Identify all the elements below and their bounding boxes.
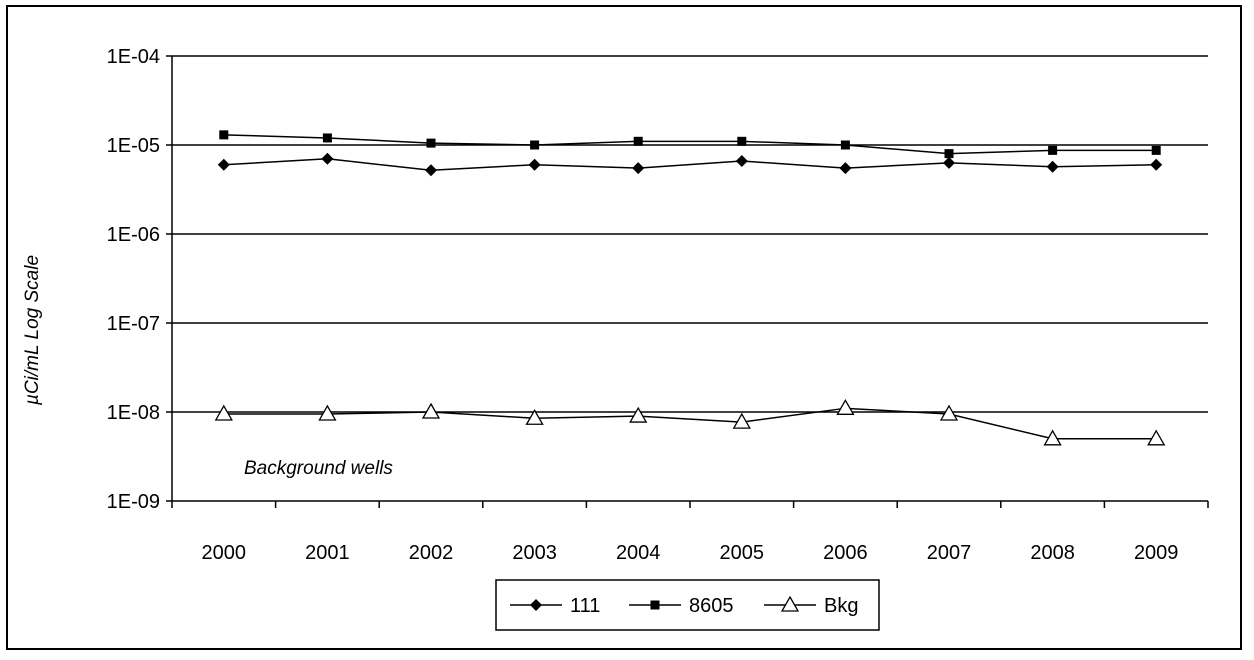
x-tick-label: 2006 [823, 542, 868, 564]
point-bkg [836, 399, 855, 415]
point-bkg [629, 406, 648, 423]
point-bkg [732, 412, 751, 429]
point-8605 [1151, 145, 1161, 155]
series-line-bkg [223, 407, 1157, 440]
point-bkg [1043, 429, 1062, 446]
y-tick-labels: 1E-04 1E-05 1E-06 1E-07 1E-08 1E-09 [107, 46, 160, 513]
y-tick-label: 1E-08 [107, 402, 160, 424]
y-tick-label: 1E-06 [107, 224, 160, 246]
point-8605 [633, 136, 643, 146]
x-tick-label: 2000 [202, 542, 247, 564]
legend-label: 8605 [689, 595, 734, 617]
point-111 [217, 158, 230, 171]
point-8605 [737, 136, 747, 146]
x-tick-label: 2004 [616, 542, 661, 564]
legend-marker-triangle [780, 595, 800, 612]
point-111 [321, 152, 334, 165]
chart-frame [6, 5, 1242, 650]
point-111 [735, 155, 748, 168]
point-8605 [1048, 145, 1058, 155]
x-tick-label: 2009 [1134, 542, 1179, 564]
series-line-111 [223, 158, 1157, 172]
grid-lines [172, 55, 1208, 413]
point-111 [1150, 158, 1163, 171]
legend-label: 111 [570, 595, 600, 617]
series [214, 130, 1166, 446]
y-tick-label: 1E-07 [107, 313, 160, 335]
series-line-8605 [223, 134, 1157, 155]
legend-label: Bkg [824, 595, 858, 617]
point-bkg [421, 402, 441, 419]
x-tick-label: 2008 [1030, 542, 1075, 564]
point-bkg [318, 404, 337, 421]
point-111 [528, 158, 541, 171]
point-8605 [426, 138, 436, 148]
point-bkg [214, 404, 233, 421]
point-bkg [1147, 429, 1166, 446]
point-111 [425, 164, 437, 177]
point-111 [632, 162, 645, 175]
x-tick-labels: 2000 2001 2002 2003 2004 2005 2006 2007 2008 2009 [202, 542, 1179, 564]
series-111 [217, 152, 1163, 177]
point-8605 [840, 140, 850, 150]
y-tick-label: 1E-04 [107, 46, 160, 68]
point-8605 [219, 130, 229, 140]
x-tick-label: 2002 [409, 542, 454, 564]
legend-marker-square [650, 600, 660, 610]
legend-item-bkg: Bkg [764, 595, 858, 617]
y-tick-label: 1E-05 [107, 135, 160, 157]
point-8605 [322, 133, 332, 143]
point-8605 [944, 149, 954, 159]
x-tick-label: 2007 [927, 542, 972, 564]
x-tick-label: 2005 [720, 542, 765, 564]
series-8605 [219, 130, 1161, 159]
point-8605 [530, 140, 540, 150]
y-tick-label: 1E-09 [107, 491, 160, 513]
point-111 [1046, 160, 1059, 173]
legend-marker-diamond [530, 599, 542, 611]
legend: 111 8605 Bkg [495, 579, 880, 631]
x-tick-label: 2001 [305, 542, 350, 564]
point-bkg [525, 408, 544, 425]
point-bkg [939, 404, 959, 421]
x-tick-label: 2003 [512, 542, 557, 564]
series-bkg [214, 399, 1166, 446]
axes [166, 55, 1209, 508]
point-111 [943, 156, 955, 169]
background-wells-annotation: Background wells [244, 458, 393, 479]
legend-item-111: 111 [510, 595, 600, 617]
point-111 [839, 162, 852, 175]
y-axis-label: µCi/mL Log Scale [22, 255, 43, 406]
legend-item-8605: 8605 [629, 595, 734, 617]
